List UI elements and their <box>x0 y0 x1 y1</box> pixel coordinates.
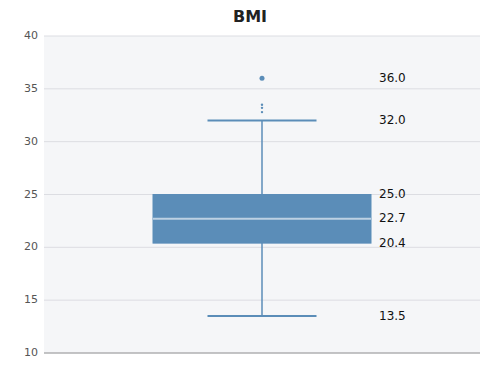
x-axis-line <box>44 353 480 354</box>
data-label: 20.4 <box>379 236 406 250</box>
y-tick-label: 10 <box>24 346 38 359</box>
y-tick-label: 40 <box>24 29 38 42</box>
box-group <box>153 76 371 316</box>
grid-line <box>44 353 480 354</box>
extra-point <box>261 111 263 113</box>
data-label: 22.7 <box>379 211 406 225</box>
grid-line <box>44 88 480 89</box>
y-tick-label: 35 <box>24 82 38 95</box>
lower-whisker <box>261 243 263 316</box>
y-tick-label: 20 <box>24 240 38 253</box>
data-label: 36.0 <box>379 71 406 85</box>
data-label: 25.0 <box>379 187 406 201</box>
y-tick-label: 15 <box>24 293 38 306</box>
median-line <box>153 218 371 220</box>
upper-cap <box>208 120 317 122</box>
lower-cap <box>208 315 317 317</box>
y-tick-label: 25 <box>24 188 38 201</box>
chart: BMI 10 15 20 25 30 35 40 25.0 22.7 20.4 13.5 32.0 36.… <box>0 0 500 369</box>
box <box>153 195 371 244</box>
title: BMI <box>233 7 267 26</box>
outlier <box>260 76 265 81</box>
grid-line <box>44 36 480 37</box>
plot-background <box>44 36 480 353</box>
upper-whisker <box>261 121 263 195</box>
data-label: 32.0 <box>379 113 406 127</box>
extra-point <box>261 107 263 109</box>
y-tick-label: 30 <box>24 135 38 148</box>
chart-container: BMI 10 15 20 25 30 35 40 25.0 22.7 20.4 13.5 32.0 36.… <box>0 0 500 369</box>
data-label: 13.5 <box>379 309 406 323</box>
extra-point <box>261 103 263 105</box>
